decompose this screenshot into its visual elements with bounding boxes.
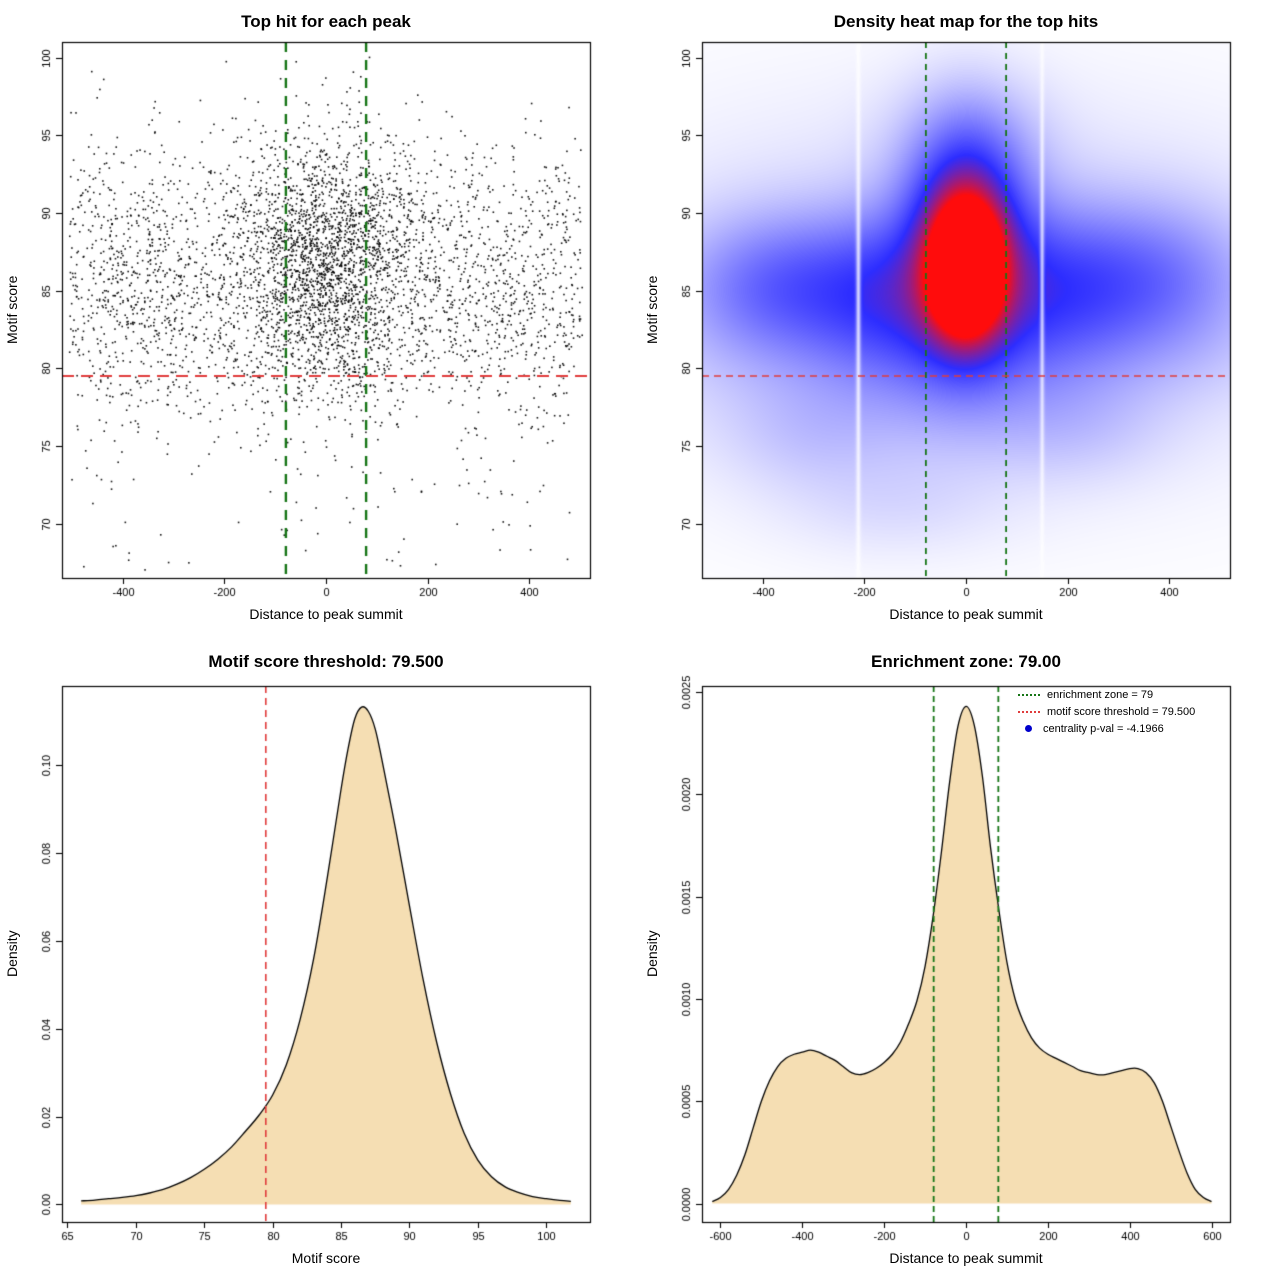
legend-item-enrichment-zone: enrichment zone = 79: [1018, 686, 1195, 703]
score-threshold-line-icon: [1018, 710, 1040, 713]
scatter-plot-canvas: [0, 0, 640, 640]
legend-label: motif score threshold = 79.500: [1047, 705, 1196, 718]
distance-density-panel: Enrichment zone: 79.00 Distance to peak …: [640, 640, 1280, 1280]
scatter-title: Top hit for each peak: [241, 12, 411, 31]
score-density-title: Motif score threshold: 79.500: [208, 652, 444, 671]
centrality-pval-dot-icon: [1025, 725, 1032, 732]
heatmap-title: Density heat map for the top hits: [833, 12, 1099, 31]
distance-density-xaxis-label: Distance to peak summit: [889, 1250, 1043, 1266]
score-density-xaxis-label: Motif score: [291, 1250, 361, 1266]
score-density-panel: Motif score threshold: 79.500 Motif scor…: [0, 640, 640, 1280]
scatter-xaxis-label: Distance to peak summit: [249, 606, 403, 622]
score-density-canvas: [0, 640, 640, 1280]
score-density-yaxis-label: Density: [4, 930, 20, 978]
heatmap-plot-canvas: [640, 0, 1280, 640]
heatmap-yaxis-label: Motif score: [644, 275, 660, 345]
scatter-panel: Top hit for each peak Distance to peak s…: [0, 0, 640, 640]
heatmap-xaxis-label: Distance to peak summit: [889, 606, 1043, 622]
distance-density-title: Enrichment zone: 79.00: [871, 652, 1061, 671]
scatter-yaxis-label: Motif score: [4, 275, 20, 345]
legend-item-centrality-pval: centrality p-val = -4.1966: [1018, 720, 1195, 737]
distance-density-canvas: [640, 640, 1280, 1280]
plot-legend: enrichment zone = 79 motif score thresho…: [1018, 686, 1195, 737]
legend-item-score-threshold: motif score threshold = 79.500: [1018, 703, 1195, 720]
legend-label: centrality p-val = -4.1966: [1043, 722, 1164, 735]
enrichment-zone-line-icon: [1018, 693, 1040, 696]
distance-density-yaxis-label: Density: [644, 930, 660, 978]
legend-label: enrichment zone = 79: [1047, 688, 1154, 701]
heatmap-panel: Density heat map for the top hits Distan…: [640, 0, 1280, 640]
